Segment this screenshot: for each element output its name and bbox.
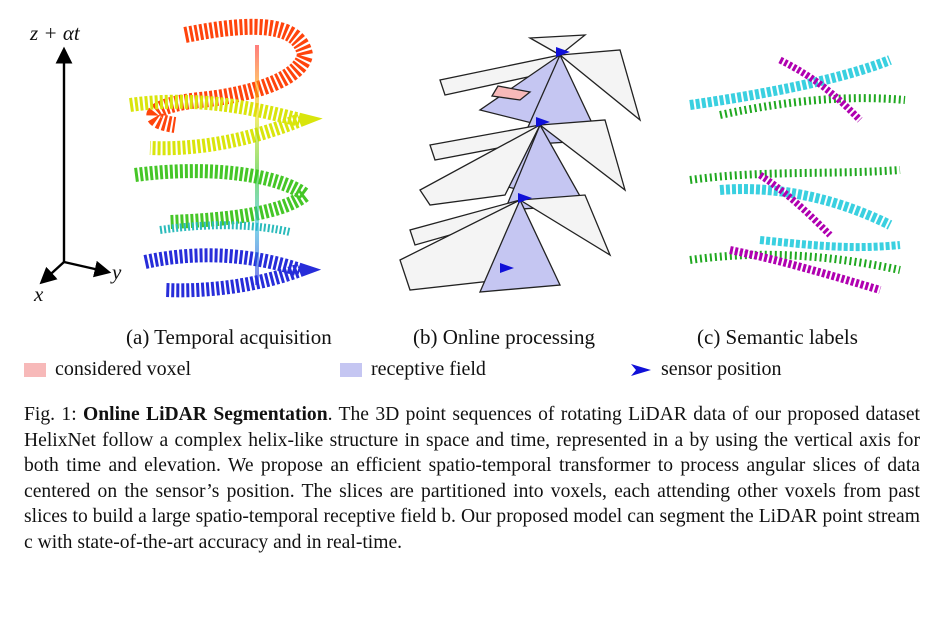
legend-item-receptive-field: receptive field — [340, 358, 486, 381]
considered-voxel-mark — [490, 85, 532, 101]
legend: considered voxel receptive field sensor … — [0, 358, 942, 384]
figure-svg — [39, 18, 906, 298]
figure-panels: z + αt y x — [30, 18, 906, 306]
sensor-position-mark — [556, 47, 570, 57]
subcaption-b: (b) Online processing — [413, 325, 595, 349]
legend-item-considered-voxel: considered voxel — [24, 358, 191, 381]
sensor-position-mark — [518, 193, 532, 203]
receptive-field-swatch — [340, 362, 362, 377]
vertical-axis-label: z + αt — [30, 21, 80, 45]
y-axis — [63, 260, 112, 278]
sensor-position-icon — [631, 363, 651, 376]
legend-item-sensor-position: sensor position — [630, 358, 782, 381]
panel-b-slices — [399, 34, 642, 293]
figure-caption: Fig. 1: Online LiDAR Segmentation. The 3… — [24, 402, 920, 556]
legend-label: receptive field — [371, 358, 486, 380]
panel-c-pointcloud — [689, 55, 906, 294]
caption-prefix: Fig. 1: — [24, 404, 84, 425]
legend-label: sensor position — [661, 358, 782, 380]
sensor-position-mark — [500, 263, 514, 273]
caption-body: . The 3D point sequences of rotating LiD… — [24, 404, 921, 553]
subfigure-captions: (a) Temporal acquisition (b) Online proc… — [0, 325, 942, 353]
x-axis-label: x — [34, 282, 44, 306]
slice-layer-2 — [419, 119, 627, 211]
axis-triad — [39, 46, 112, 285]
sensor-markers — [500, 47, 570, 273]
sensor-position-mark — [536, 117, 550, 127]
panel-a-pointcloud — [129, 18, 323, 298]
considered-voxel-swatch — [24, 362, 46, 377]
x-axis — [39, 261, 65, 285]
slice-layer-3 — [399, 194, 612, 293]
y-axis-label: y — [112, 260, 122, 284]
legend-label: considered voxel — [55, 358, 192, 380]
subcaption-c: (c) Semantic labels — [697, 325, 858, 349]
caption-title: Online LiDAR Segmentation — [83, 404, 328, 425]
subcaption-a: (a) Temporal acquisition — [126, 325, 332, 349]
